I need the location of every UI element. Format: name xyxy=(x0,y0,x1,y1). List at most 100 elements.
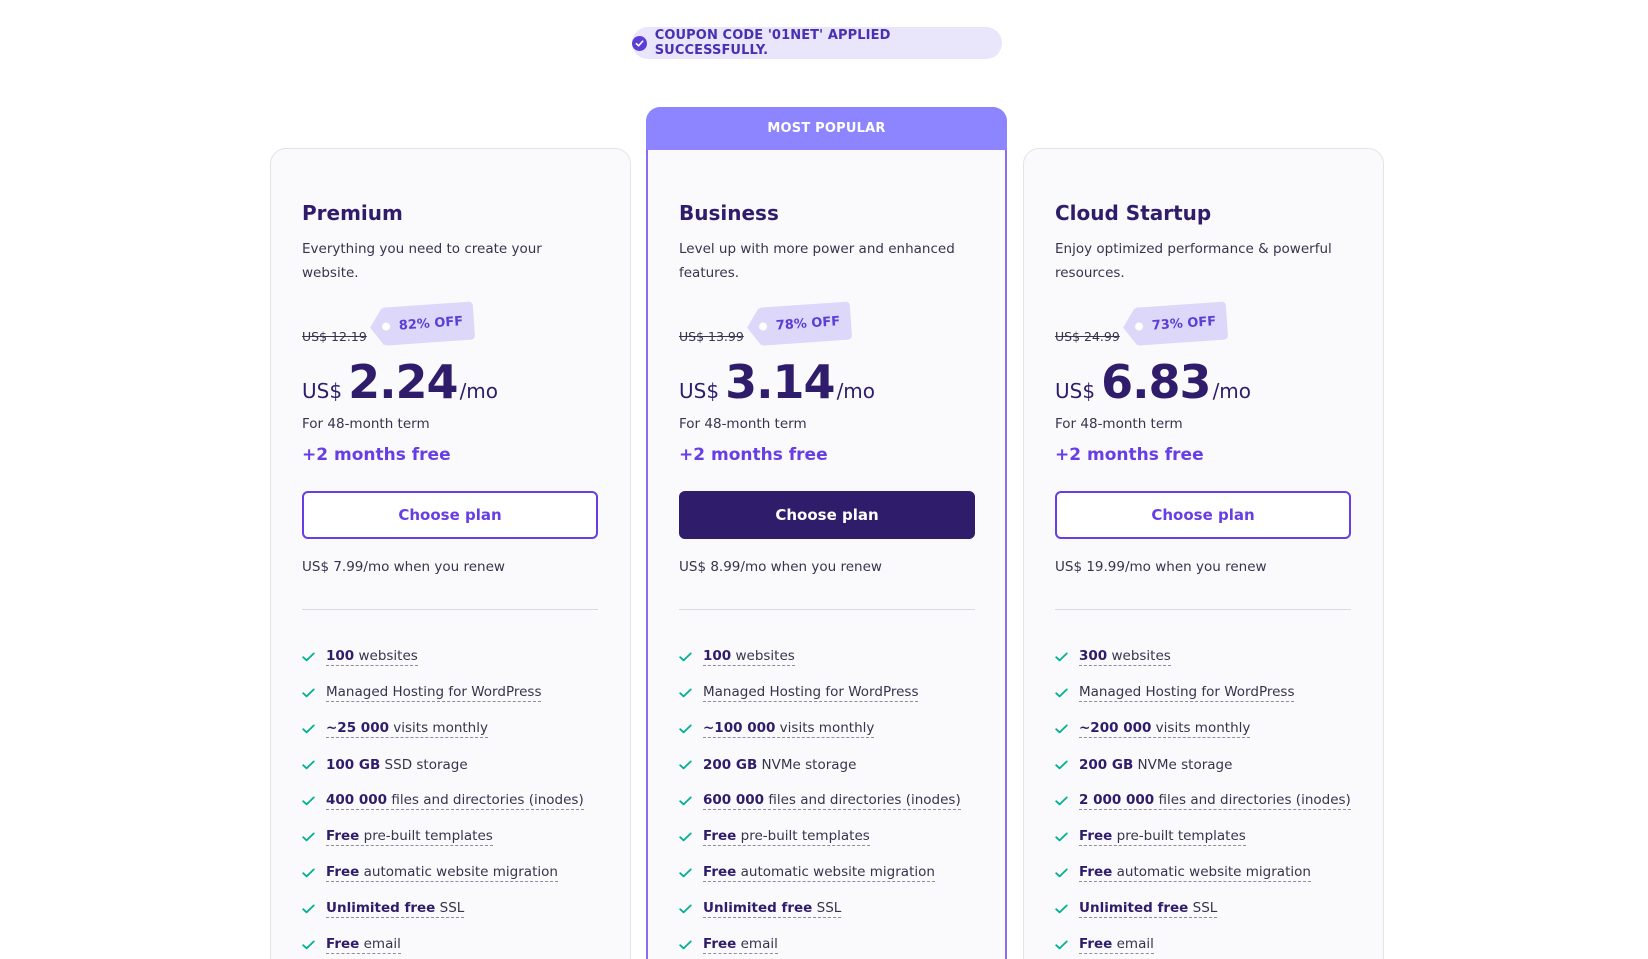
feature-item: Unlimited free SSL xyxy=(1055,891,1355,927)
check-icon xyxy=(1055,904,1079,914)
feature-text[interactable]: Free email xyxy=(703,936,778,954)
check-icon xyxy=(679,652,703,662)
check-icon xyxy=(679,832,703,842)
divider xyxy=(1055,609,1351,610)
feature-text[interactable]: 100 GB SSD storage xyxy=(326,757,468,774)
feature-detail: NVMe storage xyxy=(757,756,857,773)
discount-tag: 82% OFF xyxy=(368,301,476,347)
feature-text[interactable]: ~25 000 visits monthly xyxy=(326,720,488,738)
most-popular-badge: MOST POPULAR xyxy=(646,107,1007,150)
feature-detail: visits monthly xyxy=(1151,720,1251,736)
price-currency: US$ xyxy=(679,379,720,403)
feature-detail: SSL xyxy=(812,900,842,916)
feature-text[interactable]: Unlimited free SSL xyxy=(703,900,842,918)
feature-text[interactable]: 100 websites xyxy=(703,648,795,666)
feature-text[interactable]: Free pre-built templates xyxy=(703,828,870,846)
feature-item: Free pre-built templates xyxy=(679,819,979,855)
feature-item: 100 GB SSD storage xyxy=(302,747,602,783)
feature-text[interactable]: 400 000 files and directories (inodes) xyxy=(326,792,584,810)
feature-item: Free automatic website migration xyxy=(679,855,979,891)
feature-highlight: Free xyxy=(1079,828,1113,844)
feature-text[interactable]: Free automatic website migration xyxy=(703,864,935,882)
feature-detail: NVMe storage xyxy=(1133,756,1233,773)
billing-term: For 48-month term xyxy=(1055,416,1183,432)
price-amount: 3.14 xyxy=(725,355,835,409)
discount-tag: 78% OFF xyxy=(745,301,853,347)
feature-detail: automatic website migration xyxy=(1112,864,1311,880)
feature-text[interactable]: Managed Hosting for WordPress xyxy=(1079,684,1295,702)
price: US$ 3.14/mo xyxy=(679,355,875,409)
feature-text[interactable]: Managed Hosting for WordPress xyxy=(703,684,919,702)
plan-description: Enjoy optimized performance & powerful r… xyxy=(1055,241,1332,281)
feature-detail: pre-built templates xyxy=(359,828,493,844)
feature-highlight: Unlimited free xyxy=(703,900,813,916)
check-icon xyxy=(1055,724,1079,734)
feature-item: Free automatic website migration xyxy=(302,855,602,891)
plan-description: Everything you need to create your websi… xyxy=(302,241,542,281)
feature-detail: pre-built templates xyxy=(1112,828,1246,844)
price: US$ 2.24/mo xyxy=(302,355,498,409)
feature-item: Unlimited free SSL xyxy=(679,891,979,927)
feature-item: 400 000 files and directories (inodes) xyxy=(302,783,602,819)
feature-list: 100 websites Managed Hosting for WordPres… xyxy=(302,639,602,959)
check-icon xyxy=(1055,652,1079,662)
feature-text[interactable]: Unlimited free SSL xyxy=(1079,900,1218,918)
feature-text[interactable]: Free email xyxy=(1079,936,1154,954)
feature-item: 300 websites xyxy=(1055,639,1355,675)
feature-text[interactable]: Free email xyxy=(326,936,401,954)
feature-item: Free pre-built templates xyxy=(1055,819,1355,855)
check-icon xyxy=(1055,832,1079,842)
feature-text[interactable]: ~200 000 visits monthly xyxy=(1079,720,1251,738)
feature-detail: Managed Hosting for WordPress xyxy=(1079,684,1295,700)
feature-item: 600 000 files and directories (inodes) xyxy=(679,783,979,819)
check-icon xyxy=(302,904,326,914)
feature-detail: SSL xyxy=(435,900,465,916)
feature-text[interactable]: 300 websites xyxy=(1079,648,1171,666)
choose-plan-button[interactable]: Choose plan xyxy=(679,491,975,539)
check-icon xyxy=(679,940,703,950)
check-icon xyxy=(1055,940,1079,950)
feature-detail: files and directories (inodes) xyxy=(764,792,961,808)
feature-detail: automatic website migration xyxy=(359,864,558,880)
feature-text[interactable]: 200 GB NVMe storage xyxy=(1079,757,1232,774)
check-circle-icon xyxy=(632,35,647,51)
feature-detail: pre-built templates xyxy=(736,828,870,844)
price-period: /mo xyxy=(836,379,876,403)
choose-plan-button[interactable]: Choose plan xyxy=(302,491,598,539)
check-icon xyxy=(679,724,703,734)
feature-highlight: Unlimited free xyxy=(326,900,436,916)
feature-highlight: Free xyxy=(326,864,360,880)
feature-text[interactable]: 2 000 000 files and directories (inodes) xyxy=(1079,792,1351,810)
feature-text[interactable]: ~100 000 visits monthly xyxy=(703,720,875,738)
feature-text[interactable]: Free pre-built templates xyxy=(326,828,493,846)
feature-highlight: Free xyxy=(703,828,737,844)
feature-highlight: Free xyxy=(326,936,360,952)
billing-term: For 48-month term xyxy=(679,416,807,432)
divider xyxy=(679,609,975,610)
check-icon xyxy=(679,688,703,698)
check-icon xyxy=(302,760,326,770)
feature-item: Free email xyxy=(302,927,602,959)
feature-highlight: Free xyxy=(703,936,737,952)
check-icon xyxy=(1055,760,1079,770)
feature-detail: files and directories (inodes) xyxy=(1154,792,1351,808)
feature-text[interactable]: Managed Hosting for WordPress xyxy=(326,684,542,702)
feature-detail: email xyxy=(1112,936,1154,952)
feature-highlight: 200 GB xyxy=(1079,756,1134,773)
feature-text[interactable]: 100 websites xyxy=(326,648,418,666)
feature-text[interactable]: 200 GB NVMe storage xyxy=(703,757,856,774)
feature-text[interactable]: Free automatic website migration xyxy=(326,864,558,882)
discount-label: 82% OFF xyxy=(398,313,464,334)
feature-text[interactable]: Unlimited free SSL xyxy=(326,900,465,918)
renewal-price: US$ 19.99/mo when you renew xyxy=(1055,559,1267,575)
check-icon xyxy=(679,796,703,806)
original-price: US$ 13.99 xyxy=(679,329,744,344)
feature-text[interactable]: 600 000 files and directories (inodes) xyxy=(703,792,961,810)
feature-text[interactable]: Free automatic website migration xyxy=(1079,864,1311,882)
feature-text[interactable]: Free pre-built templates xyxy=(1079,828,1246,846)
check-icon xyxy=(679,868,703,878)
plan-description: Level up with more power and enhanced fe… xyxy=(679,241,955,281)
choose-plan-button[interactable]: Choose plan xyxy=(1055,491,1351,539)
feature-detail: websites xyxy=(1107,648,1171,664)
feature-highlight: ~200 000 xyxy=(1079,720,1152,736)
